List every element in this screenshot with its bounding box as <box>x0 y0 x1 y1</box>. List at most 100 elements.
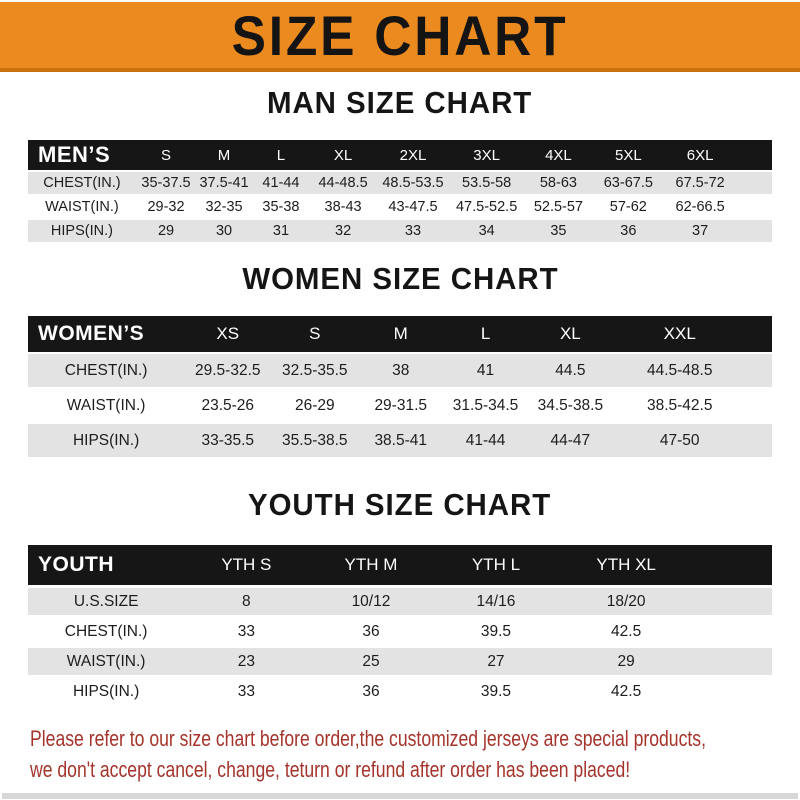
size-value-cell: 32.5-35.5 <box>271 354 359 387</box>
footer-disclaimer-line2: we don't accept cancel, change, teturn o… <box>30 757 631 782</box>
size-value-cell: 47.5-52.5 <box>455 199 518 215</box>
table-row: CHEST(IN.) 29.5-32.5 32.5-35.5 38 41 44.5 44.5… <box>28 354 772 387</box>
size-value-cell: 58-63 <box>523 172 594 194</box>
size-value-cell: 53.5-58 <box>449 172 524 194</box>
size-value-cell: 33-35.5 <box>184 424 272 457</box>
column-header: M <box>196 140 252 170</box>
table-corner-label: WOMEN’S <box>28 316 185 352</box>
column-header: XXL <box>612 316 747 352</box>
header-row: MEN’S S M L XL 2XL 3XL 4XL 5XL 6XL <box>28 140 772 170</box>
size-value-cell: 14/16 <box>433 588 559 615</box>
size-value-cell: 35-37.5 <box>135 172 197 194</box>
filler-cell <box>746 316 772 352</box>
size-value-cell: 36 <box>593 220 664 242</box>
table-row: HIPS(IN.) 33-35.5 35.5-38.5 38.5-41 41-44 44-… <box>28 424 772 457</box>
size-value-cell: 8 <box>184 588 309 615</box>
column-header: XS <box>184 316 272 352</box>
size-value-cell: 38 <box>358 354 444 387</box>
youth-section-title: YOUTH SIZE CHART <box>0 486 800 524</box>
size-value-cell: 44.5 <box>527 354 613 387</box>
size-value-cell: 35.5-38.5 <box>271 424 359 457</box>
column-header: YTH M <box>308 545 434 585</box>
filler-cell <box>693 588 772 615</box>
size-value-cell: 42.5 <box>611 622 642 640</box>
size-value-cell: 29-31.5 <box>374 396 428 414</box>
size-value-cell: 41-44 <box>443 424 528 457</box>
column-header: 6XL <box>663 140 737 170</box>
size-value-cell: 44.5-48.5 <box>612 354 747 387</box>
size-value-cell: 23.5-26 <box>201 396 255 414</box>
footer-disclaimer: Please refer to our size chart before or… <box>30 723 798 785</box>
table-corner-label: YOUTH <box>28 545 185 585</box>
size-value-cell: 36 <box>362 622 380 640</box>
row-label: WAIST(IN.) <box>45 199 119 215</box>
size-value-cell: 44-47 <box>527 424 613 457</box>
filler-cell <box>693 648 772 675</box>
size-value-cell: 29.5-32.5 <box>184 354 272 387</box>
size-value-cell: 18/20 <box>558 588 694 615</box>
filler-cell <box>747 389 772 422</box>
column-header: 2XL <box>376 140 450 170</box>
women-section-title: WOMEN SIZE CHART <box>0 260 800 298</box>
size-value-cell: 47-50 <box>612 424 747 457</box>
size-value-cell: 30 <box>196 220 252 242</box>
size-value-cell: 33 <box>237 622 255 640</box>
filler-cell <box>736 220 772 242</box>
size-value-cell: 31.5-34.5 <box>452 396 519 414</box>
banner: SIZE CHART <box>0 2 800 72</box>
column-header: YTH XL <box>558 545 694 585</box>
row-label: CHEST(IN.) <box>64 622 148 640</box>
size-value-cell: 26-29 <box>294 396 335 414</box>
size-value-cell: 38.5-41 <box>358 424 444 457</box>
size-value-cell: 67.5-72 <box>663 172 737 194</box>
size-value-cell: 34.5-38.5 <box>537 396 604 414</box>
size-value-cell: 29 <box>558 648 694 675</box>
size-value-cell: 32-35 <box>205 199 243 215</box>
column-header: 4XL <box>523 140 594 170</box>
size-value-cell: 41-44 <box>251 172 310 194</box>
filler-cell <box>746 354 772 387</box>
size-value-cell: 38-43 <box>324 199 362 215</box>
women-size-table: WOMEN’S XS S M L XL XXL CHEST(IN.) 29.5-32.5 32.5… <box>28 314 772 459</box>
filler-cell <box>694 618 772 645</box>
size-value-cell: 23 <box>184 648 309 675</box>
size-value-cell: 36 <box>362 682 380 700</box>
row-label: WAIST(IN.) <box>28 648 185 675</box>
size-value-cell: 63-67.5 <box>593 172 664 194</box>
size-value-cell: 57-62 <box>609 199 647 215</box>
size-value-cell: 29 <box>135 220 197 242</box>
size-value-cell: 52.5-57 <box>533 199 583 215</box>
man-size-table: MEN’S S M L XL 2XL 3XL 4XL 5XL 6XL CHEST(IN.) 35-37… <box>28 138 772 244</box>
row-label: HIPS(IN.) <box>28 424 185 457</box>
column-header: M <box>358 316 444 352</box>
column-header: S <box>135 140 197 170</box>
table-row: U.S.SIZE 8 10/12 14/16 18/20 <box>28 588 772 615</box>
size-value-cell: 38.5-42.5 <box>646 396 713 414</box>
table-row: HIPS(IN.) 33 36 39.5 42.5 <box>28 678 772 705</box>
filler-cell <box>694 678 772 705</box>
youth-section-title-text: YOUTH SIZE CHART <box>248 487 552 522</box>
size-value-cell: 48.5-53.5 <box>376 172 450 194</box>
filler-cell <box>737 196 772 218</box>
size-value-cell: 37.5-41 <box>196 172 252 194</box>
footer-disclaimer-line1: Please refer to our size chart before or… <box>30 726 706 751</box>
size-value-cell: 29-32 <box>147 199 185 215</box>
page-title: SIZE CHART <box>231 3 569 67</box>
size-value-cell: 25 <box>308 648 434 675</box>
size-value-cell: 42.5 <box>611 682 642 700</box>
row-label: U.S.SIZE <box>28 588 185 615</box>
column-header: YTH L <box>433 545 559 585</box>
column-header: 5XL <box>593 140 664 170</box>
column-header: XL <box>527 316 613 352</box>
size-value-cell: 37 <box>663 220 737 242</box>
row-label: WAIST(IN.) <box>66 396 146 414</box>
size-value-cell: 35-38 <box>262 199 300 215</box>
size-value-cell: 10/12 <box>308 588 434 615</box>
column-header: L <box>251 140 310 170</box>
size-value-cell: 33 <box>237 682 255 700</box>
size-value-cell: 35 <box>523 220 594 242</box>
size-value-cell: 39.5 <box>480 682 512 700</box>
column-header: YTH S <box>184 545 309 585</box>
column-header: XL <box>309 140 377 170</box>
filler-cell <box>736 140 772 170</box>
